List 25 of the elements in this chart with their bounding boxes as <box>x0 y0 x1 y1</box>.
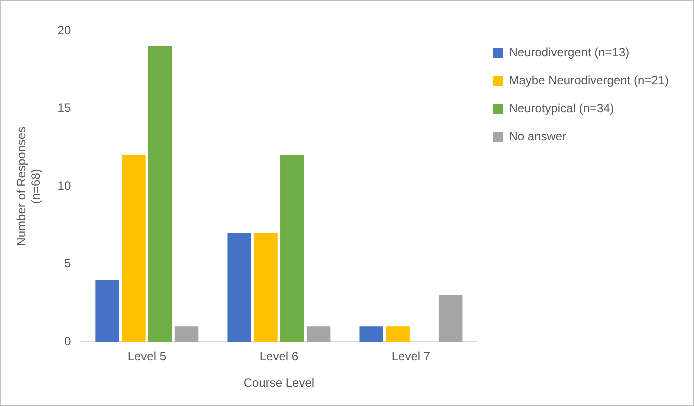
x-tick-label: Level 6 <box>260 350 299 364</box>
x-tick-label: Level 5 <box>128 350 167 364</box>
legend-label: No answer <box>509 129 567 144</box>
y-tick-label: 15 <box>58 101 72 116</box>
y-tick-label: 20 <box>58 23 72 38</box>
legend-label: Maybe Neurodivergent (n=21) <box>509 73 670 88</box>
legend-label: Neurotypical (n=34) <box>509 101 614 116</box>
bar <box>122 155 146 342</box>
y-axis-title: Number of Responses (n=68) <box>14 126 43 246</box>
x-axis-title: Course Level <box>244 376 315 390</box>
x-tick-label: Level 7 <box>392 350 431 364</box>
bar <box>360 326 384 342</box>
bar <box>386 326 410 342</box>
bar <box>280 155 304 342</box>
bar <box>148 46 172 342</box>
bar <box>174 326 199 342</box>
y-tick-label: 0 <box>64 334 72 349</box>
legend-label: Neurodivergent (n=13) <box>509 45 630 60</box>
bar <box>254 233 278 342</box>
bar <box>438 296 463 342</box>
y-tick-label: 10 <box>58 178 72 193</box>
bar <box>96 280 120 342</box>
y-tick-label: 5 <box>64 256 72 271</box>
bar <box>306 326 331 342</box>
bar <box>228 233 252 342</box>
